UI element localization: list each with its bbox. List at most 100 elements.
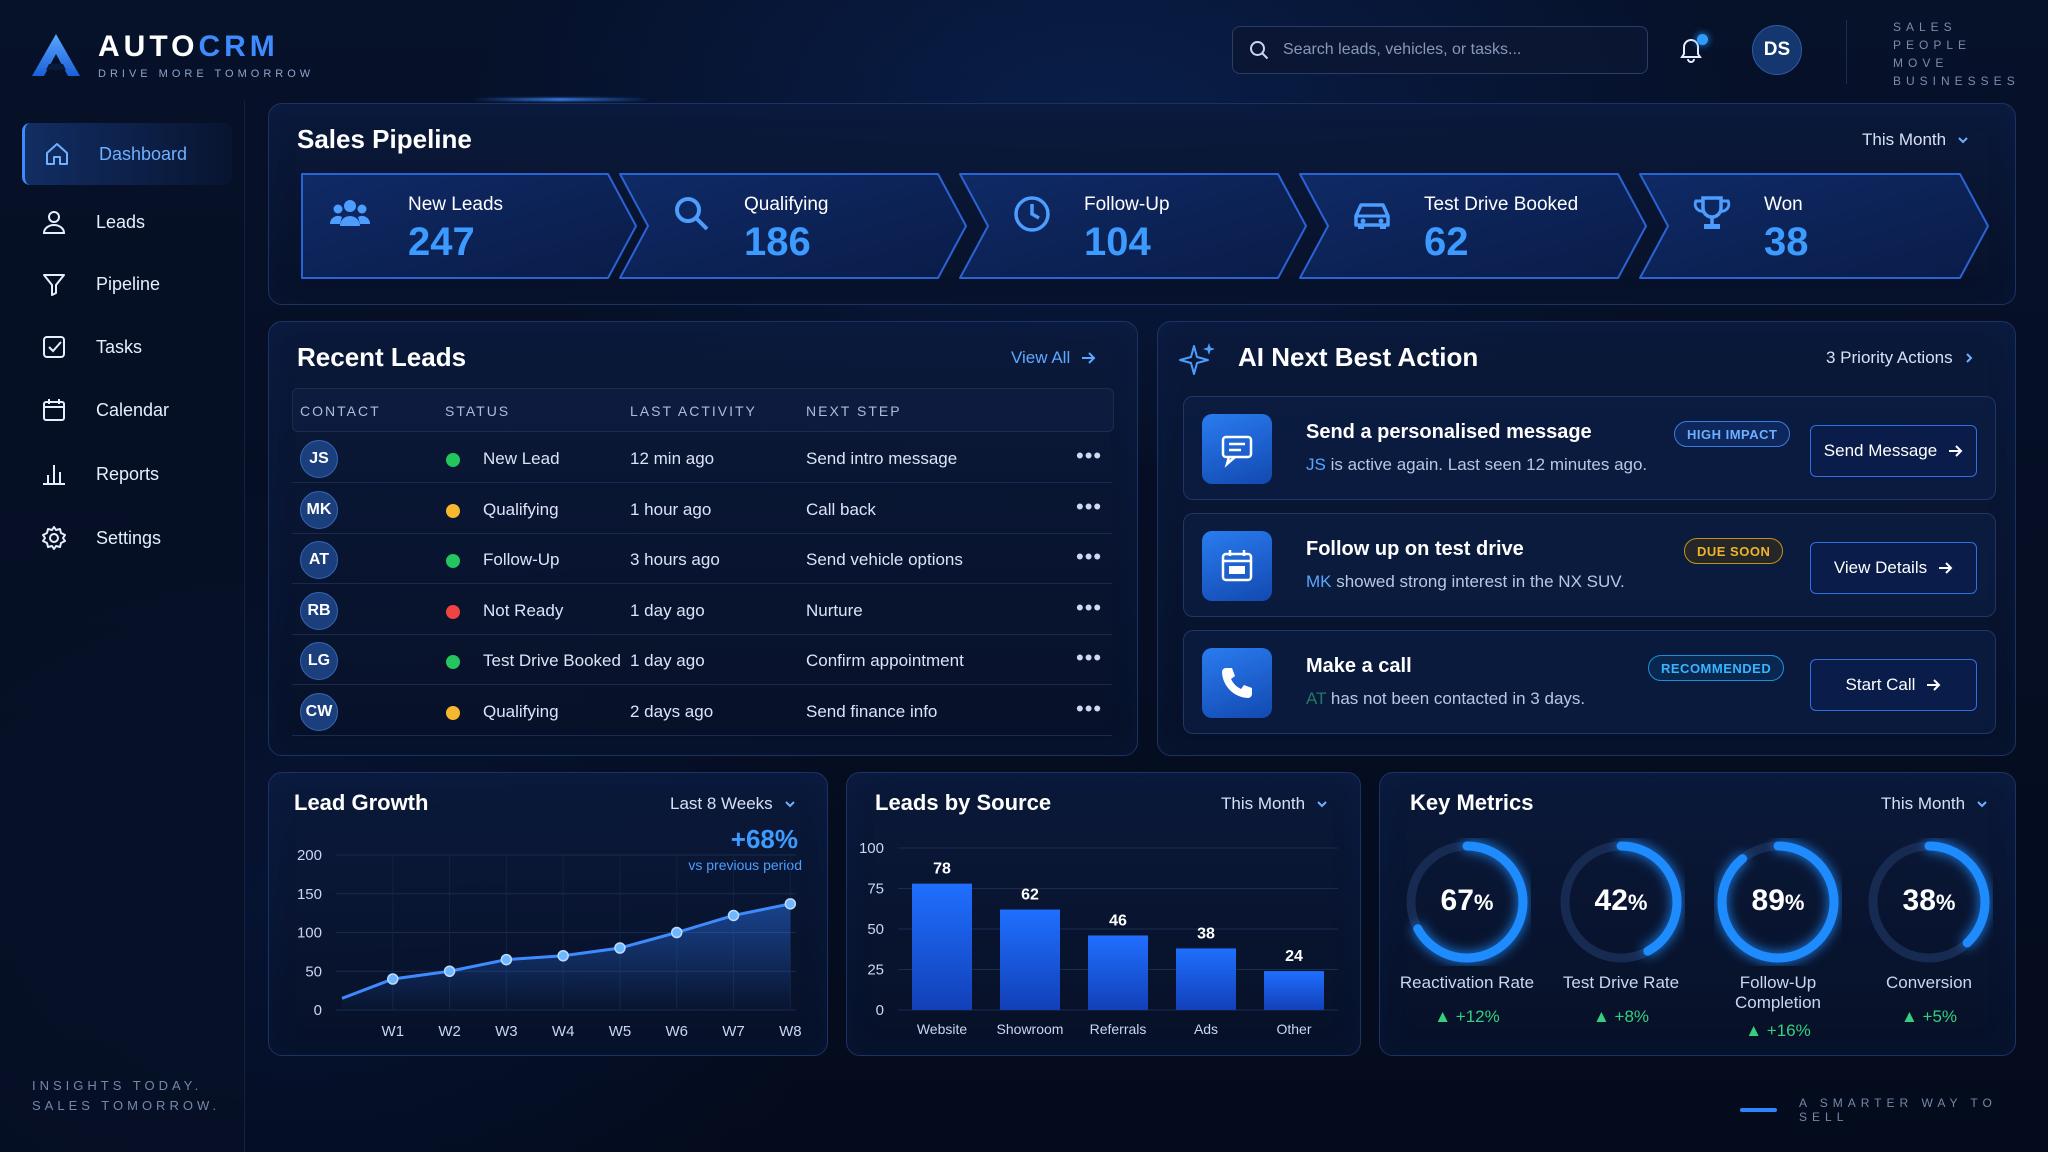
leads-by-source-title: Leads by Source	[875, 790, 1052, 815]
metric-delta: ▲ +8%	[1592, 1007, 1650, 1026]
sidebar-item-reports[interactable]: Reports	[22, 443, 232, 505]
table-row[interactable]: JS New Lead 12 min ago Send intro messag…	[292, 433, 1112, 483]
sidebar-item-label: Settings	[96, 527, 162, 548]
chevron-right-icon	[1965, 353, 1973, 363]
chevron-down-icon	[1977, 801, 1987, 808]
footer-accent-line	[1740, 1108, 1778, 1112]
category-label: Other	[1276, 1021, 1311, 1037]
y-tick-label: 25	[867, 962, 884, 979]
chevron-down-icon	[1958, 137, 1968, 144]
column-header-contact: CONTACT	[300, 403, 381, 419]
last-activity: 1 hour ago	[630, 499, 712, 519]
ai-action-card: Follow up on test drive MK showed strong…	[1183, 513, 1996, 617]
footer-tagline: A SMARTER WAY TO SELL	[1740, 1096, 2048, 1124]
table-row[interactable]: CW Qualifying 2 days ago Send finance in…	[292, 686, 1112, 736]
table-row[interactable]: MK Qualifying 1 hour ago Call back •••	[292, 484, 1112, 534]
logo-mark-icon	[32, 34, 80, 76]
pipeline-period-dropdown[interactable]: This Month	[1862, 130, 1970, 150]
sidebar-item-label: Tasks	[96, 336, 143, 357]
action-button[interactable]: Start Call	[1810, 659, 1977, 711]
sidebar-item-pipeline[interactable]: Pipeline	[22, 253, 232, 315]
top-bar: AUTOCRM DRIVE MORE TOMORROW DS SALESPEOP…	[0, 0, 2048, 101]
pipeline-stage-qualifying[interactable]: Qualifying 186	[618, 172, 968, 280]
sidebar-item-settings[interactable]: Settings	[22, 507, 232, 569]
trophy-icon	[1693, 196, 1731, 229]
ai-action-card: Send a personalised message JS is active…	[1183, 396, 1996, 500]
notifications-button[interactable]	[1676, 34, 1708, 66]
x-tick-label: W2	[438, 1023, 461, 1040]
lead-growth-period-dropdown[interactable]: Last 8 Weeks	[670, 794, 797, 814]
chevron-down-icon	[1317, 801, 1327, 808]
brand-logo[interactable]: AUTOCRM DRIVE MORE TOMORROW	[30, 30, 314, 80]
sparkle-icon	[1179, 343, 1215, 375]
sidebar-item-label: Reports	[96, 463, 160, 484]
priority-actions-label: 3 Priority Actions	[1826, 348, 1953, 367]
table-row[interactable]: LG Test Drive Booked 1 day ago Confirm a…	[292, 635, 1112, 685]
pipeline-stage-new-leads[interactable]: New Leads 247	[298, 172, 638, 280]
more-options-icon[interactable]: •••	[1076, 645, 1103, 670]
data-point	[443, 965, 456, 977]
bar-value-label: 46	[1109, 912, 1127, 929]
x-tick-label: W1	[382, 1023, 405, 1040]
pipeline-stage-test-drive-booked[interactable]: Test Drive Booked 62	[1298, 172, 1648, 280]
category-label: Ads	[1194, 1021, 1218, 1037]
action-button[interactable]: Send Message	[1810, 425, 1977, 477]
status-dot	[446, 554, 460, 568]
calendar-icon	[1221, 550, 1253, 582]
y-tick-label: 100	[859, 840, 884, 857]
status-dot	[446, 453, 460, 467]
bell-icon	[1680, 39, 1702, 63]
trend-up-icon: ▲	[1592, 1007, 1610, 1026]
view-all-link[interactable]: View All	[1011, 348, 1096, 368]
next-step: Send intro message	[806, 449, 958, 468]
data-point	[500, 953, 513, 966]
metric-delta: ▲ +12%	[1434, 1007, 1500, 1026]
leads-by-source-period-label: This Month	[1221, 794, 1306, 813]
bar	[912, 883, 972, 1010]
action-button[interactable]: View Details	[1810, 542, 1977, 594]
message-icon	[1221, 435, 1253, 468]
chevron-down-icon	[784, 801, 795, 808]
more-options-icon[interactable]: •••	[1076, 443, 1103, 468]
status-dot	[446, 705, 460, 720]
sidebar-item-leads[interactable]: Leads	[22, 191, 232, 253]
action-button-label: Send Message	[1823, 441, 1938, 460]
more-options-icon[interactable]: •••	[1076, 594, 1103, 620]
data-point	[387, 973, 399, 985]
next-step: Nurture	[806, 600, 863, 620]
last-activity: 12 min ago	[630, 449, 715, 468]
y-tick-label: 200	[297, 847, 322, 864]
action-button-label: View Details	[1833, 558, 1928, 577]
stage-value: 104	[1084, 220, 1151, 264]
more-options-icon[interactable]: •••	[1076, 544, 1103, 569]
more-options-icon[interactable]: •••	[1076, 695, 1103, 721]
priority-actions-link[interactable]: 3 Priority Actions	[1826, 348, 1975, 368]
next-step: Confirm appointment	[806, 651, 964, 670]
status-dot	[446, 655, 460, 669]
table-row[interactable]: AT Follow-Up 3 hours ago Send vehicle op…	[292, 534, 1112, 584]
trend-up-icon: ▲	[1900, 1007, 1918, 1026]
table-row[interactable]: RB Not Ready 1 day ago Nurture •••	[292, 585, 1112, 635]
search-bar[interactable]	[1232, 26, 1648, 74]
sidebar-item-tasks[interactable]: Tasks	[22, 316, 232, 378]
y-tick-label: 150	[297, 886, 322, 903]
home-icon	[43, 140, 71, 168]
search-input[interactable]	[1283, 41, 1631, 59]
avatar: JS	[300, 440, 338, 478]
leads-by-source-period-dropdown[interactable]: This Month	[1221, 794, 1329, 814]
stage-label: Won	[1764, 194, 1803, 215]
sidebar-item-calendar[interactable]: Calendar	[22, 379, 232, 441]
more-options-icon[interactable]: •••	[1076, 493, 1103, 519]
status-dot	[446, 604, 460, 619]
sidebar-item-dashboard[interactable]: Dashboard	[22, 123, 232, 185]
key-metrics-period-dropdown[interactable]: This Month	[1881, 794, 1989, 814]
gauge-ring	[1717, 841, 1839, 963]
user-avatar[interactable]: DS	[1752, 25, 1802, 75]
bar	[1000, 909, 1060, 1010]
pipeline-stage-won[interactable]: Won 38	[1638, 172, 1990, 280]
status-text: Not Ready	[483, 600, 564, 620]
pipeline-stage-follow-up[interactable]: Follow-Up 104	[958, 172, 1308, 280]
action-title: Follow up on test drive	[1306, 538, 1524, 560]
footer-tagline-text: A SMARTER WAY TO SELL	[1799, 1096, 1997, 1124]
bar-value-label: 38	[1197, 925, 1215, 942]
